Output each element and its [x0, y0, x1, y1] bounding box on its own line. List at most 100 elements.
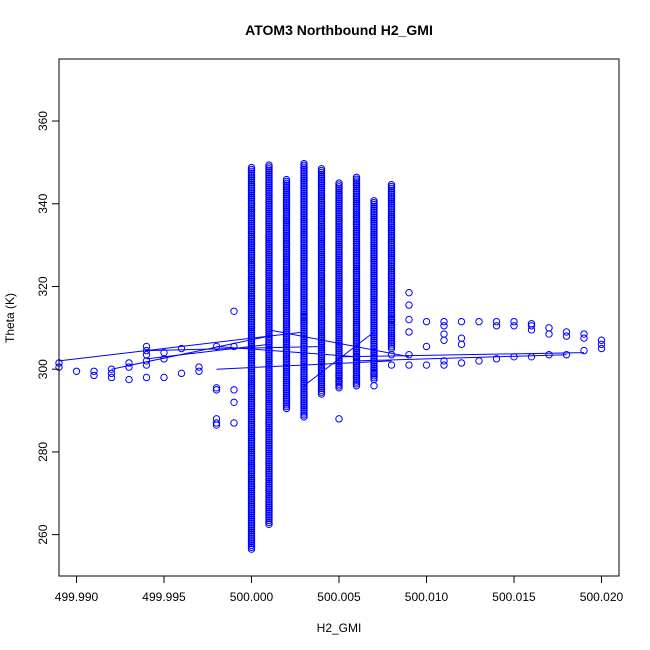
data-point [247, 426, 256, 434]
data-point [317, 217, 326, 225]
data-point [370, 245, 378, 253]
data-point [352, 322, 361, 330]
data-point [265, 511, 273, 519]
data-point [247, 310, 256, 319]
data-point [247, 169, 256, 177]
data-point [370, 314, 378, 322]
data-point [265, 241, 273, 249]
data-point [265, 247, 273, 255]
data-point [317, 284, 326, 292]
data-point [107, 369, 116, 378]
data-point [317, 269, 326, 277]
data-point [247, 206, 256, 215]
data-point [300, 392, 308, 400]
data-point [335, 263, 343, 271]
data-point [352, 287, 361, 295]
data-point [352, 173, 361, 181]
data-point [335, 181, 343, 189]
data-point [247, 519, 256, 527]
data-point [370, 200, 378, 209]
data-point [282, 194, 291, 202]
data-point [247, 530, 256, 538]
data-point [265, 367, 273, 376]
data-point [352, 188, 361, 196]
data-point [247, 465, 256, 473]
data-point [457, 334, 466, 342]
data-point [352, 205, 361, 213]
data-point [352, 372, 361, 381]
data-point [282, 384, 291, 392]
data-point [282, 280, 291, 288]
data-point [370, 340, 378, 348]
data-point [335, 220, 343, 228]
data-point [352, 275, 361, 284]
data-point [352, 307, 361, 315]
data-point [370, 372, 378, 380]
data-point [265, 299, 273, 307]
data-point [265, 496, 273, 504]
data-point [300, 301, 308, 309]
data-point [387, 324, 396, 332]
data-point [247, 493, 256, 501]
data-point [352, 380, 361, 388]
data-point [300, 325, 308, 333]
data-point [370, 256, 378, 265]
data-point [335, 278, 343, 286]
data-point [352, 255, 361, 263]
data-point [300, 238, 308, 246]
data-point [317, 338, 326, 346]
data-point [352, 231, 361, 239]
data-point [597, 340, 606, 349]
data-point [265, 446, 273, 454]
data-point [265, 427, 273, 435]
data-point [335, 248, 343, 256]
data-point [265, 388, 273, 396]
data-point [405, 351, 413, 359]
data-point [352, 181, 361, 189]
data-point [387, 326, 396, 334]
data-point [265, 235, 273, 244]
data-point [387, 288, 396, 297]
data-point [335, 216, 343, 225]
data-point [282, 254, 291, 262]
data-point [317, 181, 326, 190]
data-point [247, 240, 256, 248]
data-point [422, 361, 431, 369]
data-point [387, 201, 396, 209]
data-point [352, 208, 361, 217]
data-point [265, 222, 273, 231]
data-point [300, 387, 308, 395]
data-point [440, 322, 448, 330]
data-point [317, 211, 326, 220]
data-point [72, 367, 81, 375]
data-point [265, 354, 273, 363]
data-point [265, 397, 273, 406]
data-point [265, 209, 273, 218]
data-point [352, 374, 361, 382]
data-point [247, 392, 256, 401]
data-point [352, 370, 361, 379]
data-point [300, 256, 308, 265]
data-point [387, 270, 396, 278]
data-point [282, 190, 291, 199]
data-point [300, 383, 308, 391]
data-point [247, 165, 256, 174]
data-point [265, 421, 273, 430]
data-point [282, 298, 291, 307]
data-point [282, 183, 291, 191]
data-point [265, 416, 273, 424]
data-point [370, 234, 378, 242]
data-point [247, 232, 256, 241]
data-point [247, 229, 256, 237]
data-point [300, 241, 308, 250]
data-point [335, 287, 343, 295]
data-point [247, 446, 256, 455]
data-point [370, 260, 378, 268]
data-point [265, 516, 273, 525]
data-point [352, 296, 361, 304]
data-point [370, 251, 378, 259]
data-point [352, 357, 361, 366]
data-point [370, 279, 378, 287]
data-point [247, 175, 256, 183]
data-point [335, 332, 343, 340]
